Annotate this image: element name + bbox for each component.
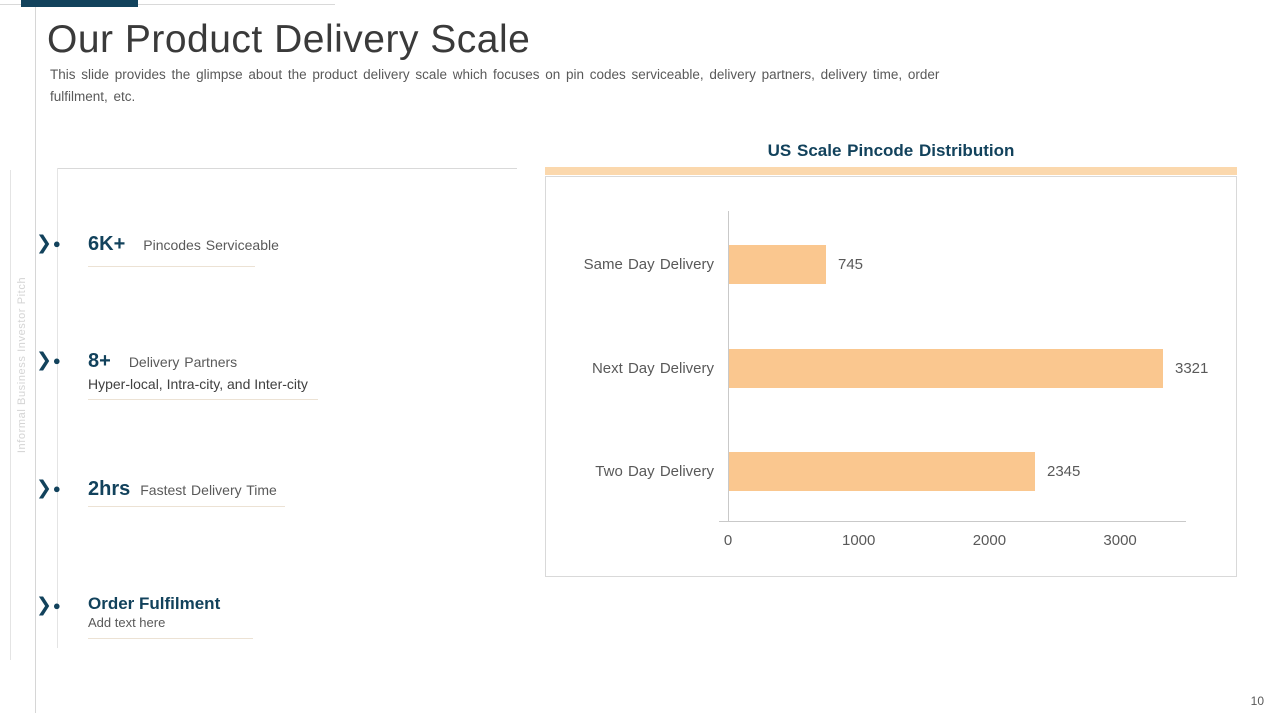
chevron-dot-bullet-icon: ❯● [36,350,61,371]
chevron-dot-bullet-icon: ❯● [36,233,61,254]
stat-label: Delivery Partners [128,354,238,370]
stats-panel-top-border [57,168,517,169]
stats-panel-left-border [57,168,58,648]
stat-underline [88,506,285,507]
chart-category-label: Next Day Delivery [591,360,714,377]
chart-value-label: 2345 [1047,463,1081,480]
stat-pincodes: ❯● 6K+ Pincodes Serviceable [36,231,279,267]
stat-value: 8+ [88,350,111,372]
chart-category-label: Two Day Delivery [595,463,714,480]
stat-value: Order Fulfilment [88,594,221,613]
chart-y-axis-line [728,211,729,521]
stat-line: 6K+ Pincodes Serviceable [88,231,279,257]
stat-delivery-time: ❯● 2hrs Fastest Delivery Time [36,476,285,507]
chart-x-tick-label: 0 [723,532,733,549]
stat-value: 2hrs [88,478,131,500]
page-subtitle: This slide provides the glimpse about th… [50,67,940,104]
stat-underline [88,399,318,400]
chart-x-axis-line [719,521,1186,522]
chevron-dot-bullet-icon: ❯● [36,478,61,499]
left-divider-inner [35,7,36,713]
chart-x-tick-label: 1000 [842,532,876,549]
top-accent-bar [21,0,138,7]
chart-x-tick-label: 3000 [1103,532,1137,549]
chart-bar [729,349,1163,388]
stat-value: 6K+ [88,233,126,255]
side-watermark-label: Informal Business Investor Pitch [16,276,28,454]
stat-partners: ❯● 8+ Delivery Partners Hyper-local, Intr… [36,348,318,400]
chart-title: US Scale Pincode Distribution [767,141,1015,160]
left-divider-outer [10,170,11,660]
chart-bar [729,245,826,284]
stat-label: Pincodes Serviceable [143,237,279,253]
chart-x-tick-label: 2000 [972,532,1007,549]
chevron-dot-bullet-icon: ❯● [36,595,61,616]
chart-section: US Scale Pincode Distribution Same Day D… [545,141,1237,577]
stat-line: 2hrs Fastest Delivery Time [88,476,285,502]
chart-accent-bar [545,167,1237,175]
stat-label: Fastest Delivery Time [140,482,277,498]
stat-line: 8+ Delivery Partners [88,348,318,374]
chart-value-label: 3321 [1175,360,1209,377]
stat-underline [88,266,255,267]
page-title: Our Product Delivery Scale [47,18,531,61]
stat-subtext: Add text here [88,615,166,630]
top-divider-right [138,4,335,5]
stat-order-fulfilment: ❯● Order Fulfilment Add text here [36,593,253,639]
chart-plot-area: Same Day Delivery 745 Next Day Delivery 332… [545,176,1237,577]
page-number: 10 [1250,694,1264,708]
chart-value-label: 745 [838,256,864,273]
top-divider-left [0,4,21,5]
stat-subtext: Hyper-local, Intra-city, and Inter-city [88,376,308,392]
chart-category-label: Same Day Delivery [583,256,714,273]
stat-underline [88,638,253,639]
chart-bar [729,452,1035,491]
